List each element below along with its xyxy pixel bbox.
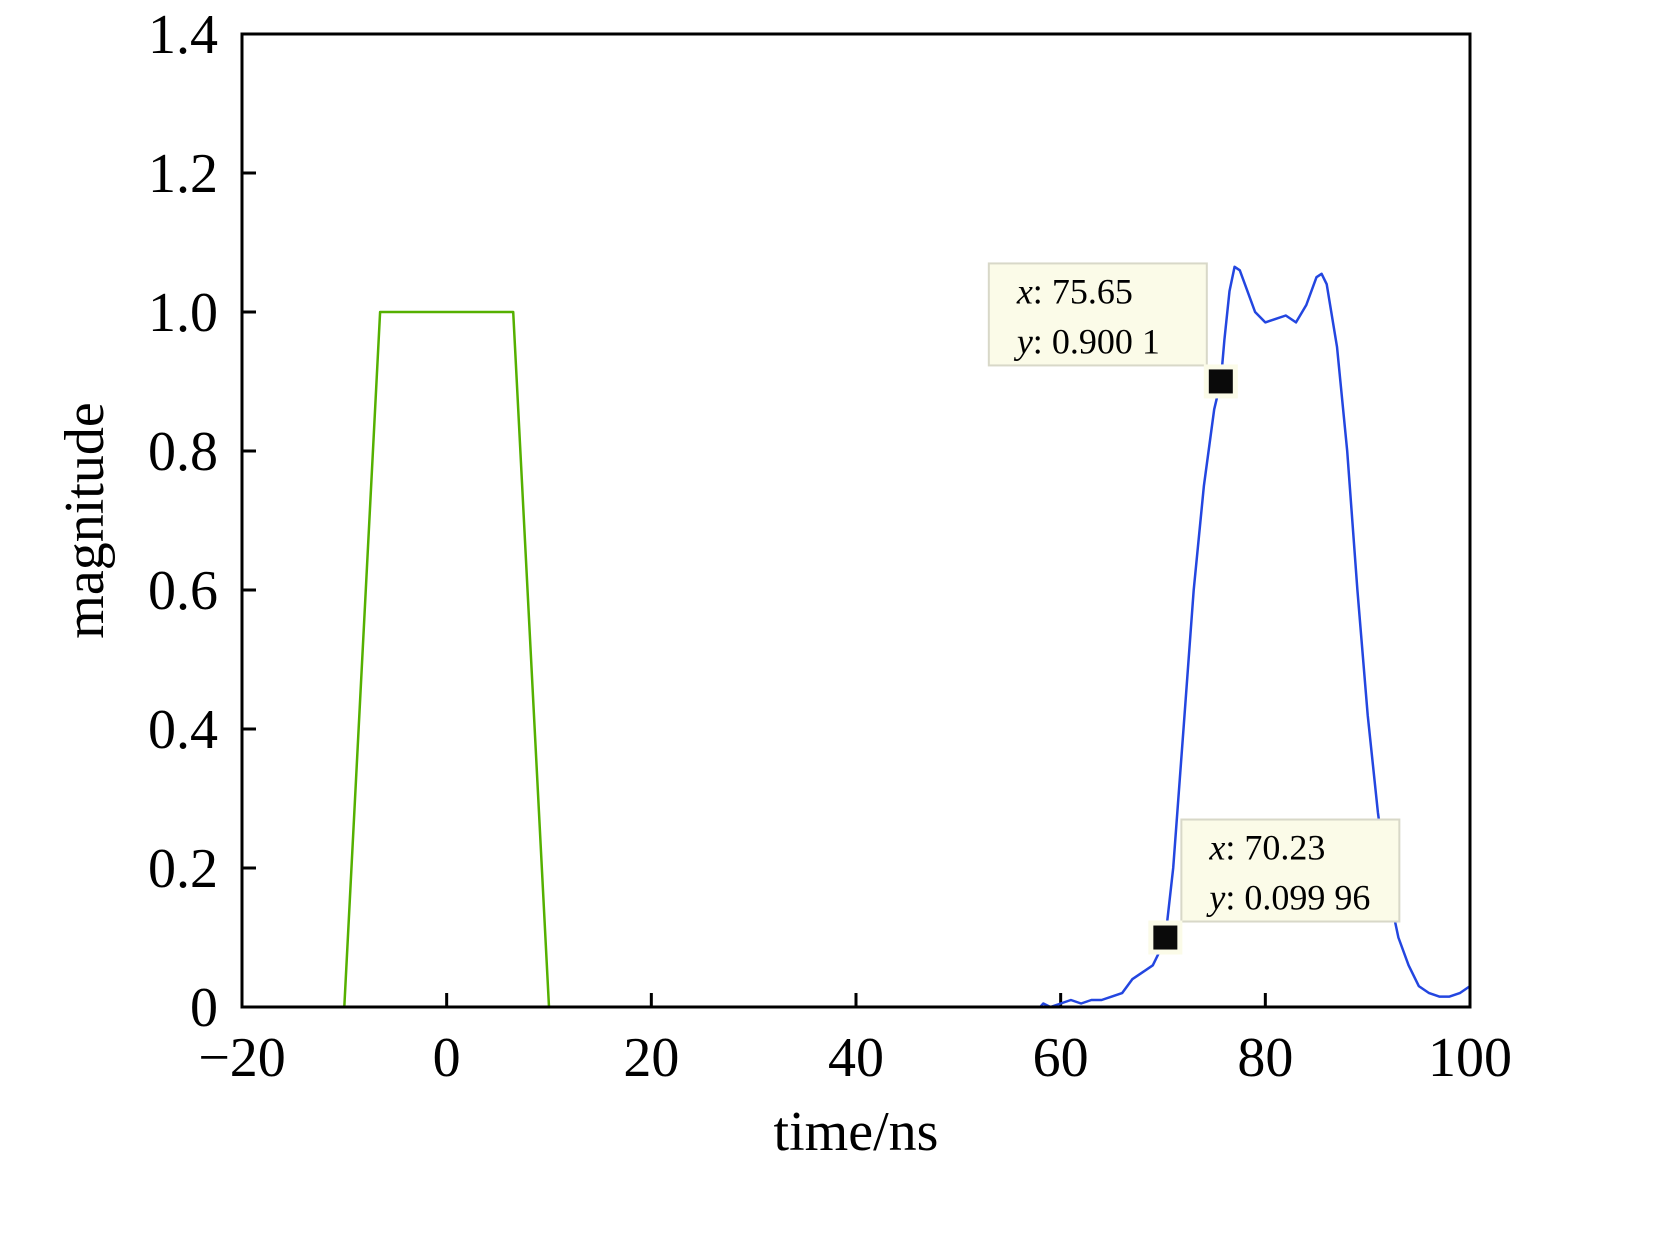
data-tip-variable: x bbox=[1208, 828, 1225, 868]
data-tip-line: y: 0.099 96 bbox=[1206, 878, 1370, 918]
data-tip: x: 70.23 y: 0.099 96 bbox=[1148, 818, 1401, 955]
data-tip: x: 75.65 y: 0.900 1 bbox=[987, 262, 1238, 399]
data-tip-value: 75.65 bbox=[1052, 271, 1133, 311]
y-tick-label: 1.0 bbox=[148, 282, 218, 344]
y-tick-label: 1.2 bbox=[148, 143, 218, 205]
x-tick-label: 40 bbox=[828, 1027, 884, 1089]
data-tip-marker bbox=[1153, 925, 1178, 950]
data-tip-line: x: 70.23 bbox=[1208, 828, 1325, 868]
x-axis-ticks: −20 0 20 40 60 80 100 bbox=[198, 993, 1512, 1089]
y-tick-label: 1.4 bbox=[148, 4, 218, 66]
y-axis-ticks: 0 0.2 0.4 0.6 0.8 1.0 1.2 1.4 bbox=[148, 4, 256, 1039]
data-tip-value: 0.900 1 bbox=[1052, 321, 1160, 361]
data-tip-box bbox=[1180, 818, 1401, 923]
x-tick-label: 60 bbox=[1033, 1027, 1089, 1089]
data-tip-variable: x bbox=[1016, 271, 1033, 311]
plot-frame bbox=[240, 32, 1472, 1009]
data-tip-separator: : bbox=[1033, 271, 1052, 311]
x-tick-label: 0 bbox=[433, 1027, 461, 1089]
data-tip-variable: y bbox=[1206, 878, 1225, 918]
y-tick-label: 0.8 bbox=[148, 421, 218, 483]
data-tip-separator: : bbox=[1033, 321, 1052, 361]
y-tick-label: 0.6 bbox=[148, 560, 218, 622]
data-tip-value: 0.099 96 bbox=[1244, 878, 1370, 918]
x-tick-label: 100 bbox=[1428, 1027, 1512, 1089]
x-tick-label: 80 bbox=[1237, 1027, 1293, 1089]
y-tick-label: 0.4 bbox=[148, 699, 218, 761]
x-tick-label: −20 bbox=[198, 1027, 286, 1089]
data-tip-variable: y bbox=[1014, 321, 1033, 361]
y-tick-label: 0 bbox=[190, 977, 218, 1039]
data-tip-line: x: 75.65 bbox=[1016, 271, 1133, 311]
data-tips: x: 75.65 y: 0.900 1 x: 70.23 y: 0.099 96 bbox=[987, 262, 1401, 955]
y-axis-label: magnitude bbox=[54, 402, 116, 638]
data-tip-marker bbox=[1208, 369, 1233, 394]
x-tick-label: 20 bbox=[623, 1027, 679, 1089]
data-tip-box bbox=[987, 262, 1208, 367]
y-tick-label: 0.2 bbox=[148, 838, 218, 900]
data-tip-line: y: 0.900 1 bbox=[1014, 321, 1160, 361]
x-axis-label: time/ns bbox=[774, 1101, 939, 1163]
data-tip-separator: : bbox=[1225, 878, 1244, 918]
data-tip-value: 70.23 bbox=[1244, 828, 1325, 868]
data-tip-separator: : bbox=[1225, 828, 1244, 868]
